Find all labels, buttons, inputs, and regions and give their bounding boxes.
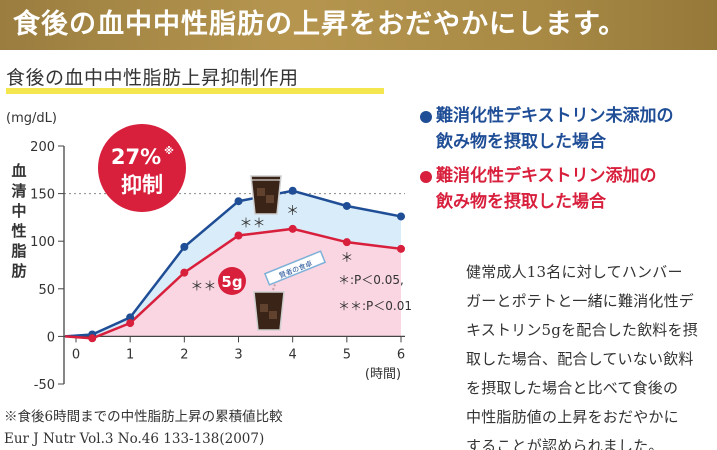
data-point-blue [234,197,243,206]
dose-label: 5g [221,273,242,291]
data-point-red [126,319,135,328]
description-line: キストリン5gを配合した飲料を摂 [466,321,698,339]
series-line-blue [65,189,402,338]
data-point-red [180,268,189,277]
footnote: ※食後6時間までの中性脂肪上昇の累積値比較 Eur J Nutr Vol.3 N… [4,406,283,450]
y-axis-label-char: 肪 [11,262,26,280]
badge-percent: 27% [111,145,161,169]
data-point-blue [126,313,135,322]
description-line: 取した場合、配合していない飲料 [466,350,694,368]
data-point-blue [288,186,297,195]
dose-badge [218,267,246,295]
data-point-red [342,238,351,247]
y-axis-label-char: 性 [11,222,26,240]
badge-footnote-mark: ※ [164,145,174,157]
legend-dot-red [420,171,432,183]
x-tick-label: 0 [72,347,80,362]
y-tick-label: 100 [30,235,55,250]
description-line: ガーとポテトと一緒に難消化性デ [466,292,695,310]
significance-note-double: ＊＊:P＜0.01 [338,299,412,313]
data-point-red [288,224,297,233]
x-tick-label: 4 [289,347,297,362]
y-axis-label-char: 清 [11,182,26,200]
legend-blue-line2: 飲み物を摂取した場合 [436,132,606,152]
chart-legend: 難消化性デキストリン未添加の 飲み物を摂取した場合 難消化性デキストリン添加の … [420,103,674,215]
suppression-badge [98,124,186,212]
banner-title: 食後の血中中性脂肪の上昇をおだやかにします。 [13,9,627,40]
ice-cube-icon [257,188,265,196]
area-fill-difference [65,190,402,339]
significance-note-single: ＊:P＜0.05, [338,273,404,287]
header-banner: 食後の血中中性脂肪の上昇をおだやかにします。 [0,0,717,50]
legend-red-line1: 難消化性デキストリン添加の [436,166,657,186]
footnote-line1: ※食後6時間までの中性脂肪上昇の累積値比較 [4,409,283,425]
y-tick-label: 150 [30,188,55,203]
y-tick-label: -50 [34,378,55,393]
x-tick-label: 6 [397,347,405,362]
ice-cube-icon [266,195,274,203]
x-tick-label: 1 [126,347,134,362]
x-tick-label: 3 [234,347,242,362]
data-point-blue [180,242,189,251]
y-tick-label: 50 [38,283,55,298]
y-axis-label-char: 脂 [11,242,26,260]
description-line: 健常成人13名に対してハンバー [466,263,683,281]
description-line: することが認められました。 [466,437,664,450]
description-text: 健常成人13名に対してハンバー ガーとポテトと一緒に難消化性デ キストリン5gを… [466,258,714,450]
subtitle-highlight [6,88,384,94]
data-point-red [397,244,405,253]
x-axis-label: (時間) [365,367,401,382]
significance-mark: ＊＊ [239,216,265,231]
y-unit-label: (mg/dL) [6,111,57,126]
stick-packet-icon [263,250,327,286]
data-point-blue [397,212,405,221]
data-point-blue [342,201,351,210]
data-point-red [88,334,97,343]
y-tick-label: 200 [30,140,55,155]
significance-mark: ＊＊ [190,280,216,295]
badge-label: 抑制 [121,173,163,197]
x-tick-label: 2 [180,347,188,362]
footnote-citation: Eur J Nutr Vol.3 No.46 133-138(2007) [4,431,265,447]
description-line: 中性脂肪値の上昇をおだやかに [466,408,679,426]
chart-subtitle: 食後の血中中性脂肪上昇抑制作用 [6,67,299,89]
description-line: を摂取した場合と比べて食後の [466,379,679,397]
x-tick-label: 5 [343,347,351,362]
significance-mark: ＊ [340,251,353,266]
legend-blue-line1: 難消化性デキストリン未添加の [436,106,674,126]
y-axis-label-char: 中 [11,202,26,220]
legend-item-blue: 難消化性デキストリン未添加の 飲み物を摂取した場合 [420,103,674,155]
ice-cube-icon [260,304,268,312]
significance-mark: ＊ [286,204,299,219]
y-axis-label-char: 血 [11,162,26,180]
data-point-red [234,231,243,240]
legend-red-line2: 飲み物を摂取した場合 [436,192,606,212]
y-tick-label: 0 [47,330,55,345]
legend-dot-blue [420,111,432,123]
ice-cube-icon [269,311,277,319]
legend-item-red: 難消化性デキストリン添加の 飲み物を摂取した場合 [420,163,674,215]
series-line-red [65,227,402,340]
